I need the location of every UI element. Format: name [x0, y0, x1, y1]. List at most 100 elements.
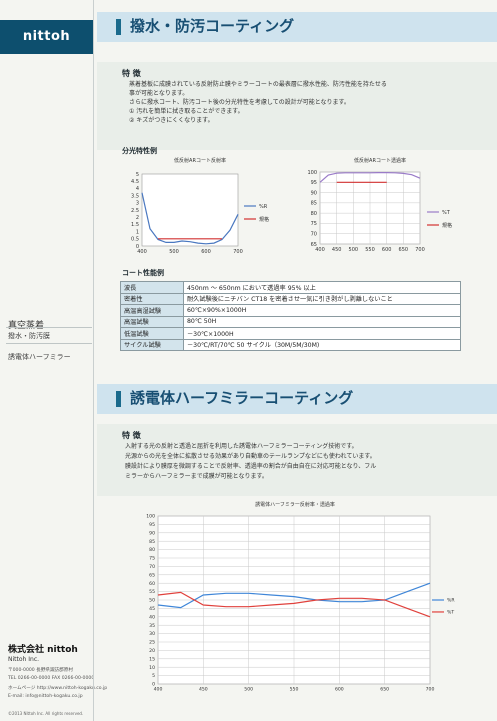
address-line: 〒000-0000 長野県諏訪郡原村: [8, 668, 73, 673]
y-tick-label: 40: [149, 614, 155, 620]
half-mirror-chart: 400 450 500 550 600 650 700 0 5 10 15 20 25 30 35 40 45 5…: [146, 514, 455, 693]
y-tick-label: 75: [149, 556, 155, 562]
y-tick-label: 65: [311, 242, 317, 248]
sidebar-item-half-mirror[interactable]: 誘電体ハーフミラー: [8, 353, 71, 361]
spec-value: 60℃×90%×1000H: [183, 304, 461, 317]
spec-table: 波長 450nm ～ 650nm において透過率 95% 以上 密着性 耐久試験後に…: [120, 281, 461, 351]
y-tick-label: 2: [136, 215, 139, 221]
address-link[interactable]: ホームページ http://www.nittoh-kogaku.co.jp: [8, 686, 108, 691]
feature-text: 光源からの光を全体に拡散させる効果があり自動車のテールランプなどにも使われていま…: [125, 453, 376, 460]
legend-label: %T: [447, 610, 454, 616]
section-title-bar: 誘電体ハーフミラーコーティング: [97, 384, 497, 414]
table-label: コート性能例: [122, 269, 164, 277]
y-tick-label: 15: [149, 656, 155, 662]
x-tick-label: 550: [365, 247, 375, 253]
legend-label: %R: [259, 204, 268, 210]
title-accent: [116, 391, 121, 407]
y-tick-label: 100: [307, 170, 317, 176]
y-tick-label: 85: [311, 201, 317, 207]
section-title-bar: 撥水・防汚コーティング: [97, 12, 497, 42]
x-tick-label: 600: [382, 247, 392, 253]
copyright: ©2013 Nittoh Inc. All rights reserved.: [8, 711, 84, 716]
y-tick-label: 30: [149, 631, 155, 637]
feature-heading: 特 徴: [122, 431, 141, 440]
feature-text: 蒸着基板に成膜されている反射防止膜やミラーコートの最表層に撥水性能、防汚性能を持…: [129, 81, 387, 88]
x-tick-label: 500: [169, 249, 179, 255]
table-row: 低温試験 －30℃×1000H: [120, 327, 461, 340]
address-line: TEL 0266-00-0000 FAX 0266-00-0000: [8, 676, 95, 681]
feature-text: 事が可能となります。: [129, 90, 189, 97]
y-tick-label: 80: [149, 547, 155, 553]
y-tick-label: 0: [136, 244, 139, 250]
y-tick-label: 70: [149, 564, 155, 570]
feature-text: 入射する光の反射と透過と屈折を利用した誘電体ハーフミラーコーティング技術です。: [125, 443, 358, 450]
y-tick-label: 100: [146, 514, 155, 520]
spectral-label: 分光特性例: [122, 147, 157, 155]
sidebar-divider: [6, 343, 92, 344]
y-tick-label: 4: [136, 186, 139, 192]
sidebar-category: 真空蒸着: [8, 321, 45, 331]
address-email[interactable]: E-mail: info@nittoh-kogaku.co.jp: [8, 694, 83, 699]
legend-label: %R: [447, 598, 455, 604]
title-accent: [116, 19, 121, 35]
y-tick-label: 85: [149, 539, 155, 545]
y-tick-label: 0: [152, 682, 155, 688]
y-tick-label: 1.5: [131, 222, 139, 228]
company-logo: nittoh: [0, 20, 93, 54]
feature-text: ② キズがつきにくくなります。: [129, 117, 214, 124]
feature-text: さらに撥水コート、防汚コート後の分光特性を考慮しての設計が可能となります。: [129, 99, 350, 106]
x-tick-label: 500: [244, 687, 253, 693]
spec-value: 450nm ～ 650nm において透過率 95% 以上: [183, 281, 461, 294]
chart-title: 誘電体ハーフミラー反射率・透過率: [255, 502, 335, 508]
spec-value: 80℃ 50H: [183, 315, 461, 328]
spec-key: 低温試験: [120, 327, 184, 340]
sidebar-divider: [6, 327, 92, 328]
sidebar-item-water-repellent[interactable]: 撥水・防汚膜: [8, 332, 50, 340]
chart-title: 低反射ARコート透過率: [354, 158, 406, 164]
legend-label: %T: [442, 210, 451, 216]
y-tick-label: 95: [311, 180, 317, 186]
ar-reflectance-chart: 400 500 600 700 00.5 11.522.53 3.544.55 %R 規格: [131, 172, 269, 255]
y-tick-label: 4.5: [131, 179, 139, 185]
y-tick-label: 65: [149, 572, 155, 578]
y-tick-label: 3: [136, 201, 139, 207]
plot-area: [141, 173, 239, 247]
spec-key: 波長: [120, 281, 184, 294]
x-tick-label: 400: [154, 687, 163, 693]
company-name-en: Nittoh Inc.: [8, 656, 40, 663]
sidebar-border: [93, 0, 94, 721]
feature-panel: [97, 62, 497, 150]
x-tick-label: 450: [199, 687, 208, 693]
chart-title: 低反射ARコート反射率: [174, 158, 226, 164]
x-tick-label: 700: [426, 687, 435, 693]
table-row: サイクル試験 －30℃/RT/70℃ 50 サイクル（30M/5M/30M): [120, 338, 461, 351]
x-tick-label: 600: [335, 687, 344, 693]
table-row: 高温高湿試験 60℃×90%×1000H: [120, 304, 461, 317]
y-tick-label: 55: [149, 589, 155, 595]
y-tick-label: 20: [149, 648, 155, 654]
y-tick-label: 10: [149, 665, 155, 671]
sidebar: nittoh 真空蒸着 撥水・防汚膜 誘電体ハーフミラー 株式会社 nittoh…: [0, 0, 107, 721]
legend-label: 規格: [442, 222, 452, 229]
y-tick-label: 75: [311, 221, 317, 227]
series-line-1: [319, 172, 421, 183]
ar-transmittance-chart: 400 450 500 550 600 650 700 65 70 75 80 85 90 95 100 %T…: [307, 170, 452, 253]
y-tick-label: 70: [311, 231, 317, 237]
y-tick-label: 3.5: [131, 193, 139, 199]
feature-heading: 特 徴: [122, 69, 141, 78]
x-tick-label: 500: [349, 247, 359, 253]
y-tick-label: 45: [149, 606, 155, 612]
x-tick-label: 700: [233, 249, 243, 255]
table-row: 密着性 耐久試験後にニチバン CT18 を密着させ一気に引き剥がし剥離しないこと: [120, 292, 461, 305]
spec-key: 高温高湿試験: [120, 304, 184, 317]
feature-text: ミラーからハーフミラーまで成膜が可能となります。: [125, 473, 268, 480]
y-tick-label: 50: [149, 598, 155, 604]
y-tick-label: 35: [149, 623, 155, 629]
company-name: 株式会社 nittoh: [8, 645, 78, 655]
series-line-2: [157, 591, 431, 618]
legend-label: 規格: [259, 216, 269, 223]
x-tick-label: 550: [290, 687, 299, 693]
x-tick-label: 700: [415, 247, 425, 253]
table-row: 高温試験 80℃ 50H: [120, 315, 461, 328]
spec-value: －30℃×1000H: [183, 327, 461, 340]
